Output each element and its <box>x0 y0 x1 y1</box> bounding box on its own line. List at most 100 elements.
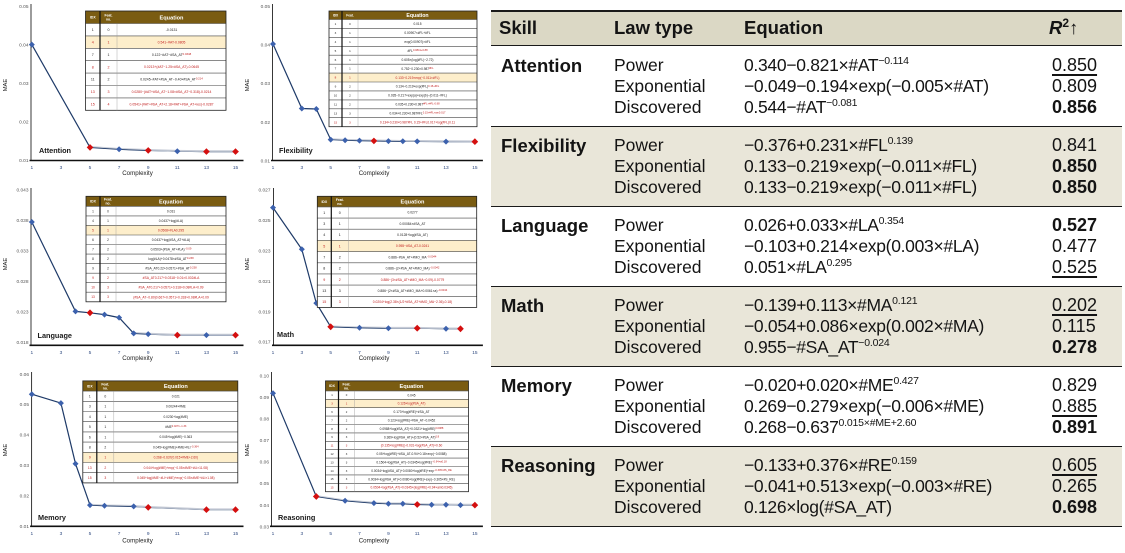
svg-text:1: 1 <box>89 395 91 399</box>
svg-text:#SA_AT0.22+0.0571+#SA_AT0.238: #SA_AT0.22+0.0571+#SA_AT0.238 <box>145 266 197 271</box>
svg-text:0.03: 0.03 <box>261 81 271 87</box>
svg-text:0: 0 <box>349 22 351 26</box>
svg-text:Complexity: Complexity <box>122 355 154 362</box>
svg-text:11: 11 <box>415 165 420 171</box>
svg-text:Feat.: Feat. <box>105 14 113 18</box>
svg-text:1: 1 <box>107 219 109 223</box>
svg-text:0.023: 0.023 <box>16 310 28 316</box>
svg-text:0.04: 0.04 <box>20 433 30 439</box>
svg-text:9: 9 <box>387 531 390 537</box>
svg-text:2: 2 <box>346 427 348 431</box>
svg-text:2: 2 <box>339 256 341 260</box>
svg-text:1: 1 <box>272 350 275 356</box>
svg-text:Equation: Equation <box>160 15 185 21</box>
svg-text:0.03: 0.03 <box>19 81 29 87</box>
svg-text:13: 13 <box>330 460 334 464</box>
svg-text:15: 15 <box>472 165 478 171</box>
svg-text:MAE: MAE <box>245 79 251 92</box>
svg-text:Feat.: Feat. <box>101 382 109 386</box>
svg-text:0.06: 0.06 <box>260 460 270 466</box>
svg-text:0.886−(3×#SA_AT+#MO_MA−0.09)-0: 0.886−(3×#SA_AT+#MO_MA−0.09)-0.0779 <box>381 278 445 282</box>
svg-text:1: 1 <box>349 49 351 53</box>
svg-text:1: 1 <box>323 211 325 215</box>
svg-text:0.133−0.219×exp(−0.011×#FL): 0.133−0.219×exp(−0.011×#FL) <box>396 76 440 80</box>
svg-text:0.01: 0.01 <box>261 159 271 165</box>
svg-text:5: 5 <box>89 425 91 429</box>
svg-text:0.134−0.219×exp(#FL)0.15+#FL: 0.134−0.219×exp(#FL)0.15+#FL <box>396 84 440 89</box>
svg-text:#SA_AT0.217+0.0318−0.01×0.002#: #SA_AT0.217+0.0318−0.01×0.002#LA <box>143 276 200 280</box>
svg-text:no.: no. <box>103 386 108 390</box>
svg-text:7: 7 <box>358 350 361 356</box>
svg-text:5: 5 <box>323 244 325 248</box>
svg-text:1: 1 <box>30 165 33 171</box>
svg-text:2: 2 <box>108 78 110 82</box>
svg-text:10: 10 <box>91 286 95 290</box>
svg-text:0.00907×#FL+#FL: 0.00907×#FL+#FL <box>404 31 430 35</box>
svg-text:6: 6 <box>92 238 94 242</box>
svg-text:7: 7 <box>323 256 325 260</box>
svg-text:0.0280−(#AT+#SA_AT−1.08×#SA_AT: 0.0280−(#AT+#SA_AT−1.08×#SA_AT−0.318)-0.… <box>132 90 212 94</box>
svg-text:13: 13 <box>91 90 95 94</box>
svg-text:2: 2 <box>349 103 351 107</box>
svg-text:no.: no. <box>105 202 110 206</box>
svg-text:3: 3 <box>346 460 348 464</box>
svg-text:3: 3 <box>300 350 303 356</box>
svg-text:0.035+0.230×0.987#FL+#FL-0.98: 0.035+0.230×0.987#FL+#FL-0.98 <box>395 102 440 107</box>
svg-text:13: 13 <box>204 531 210 537</box>
svg-text:15: 15 <box>330 477 334 481</box>
svg-text:13: 13 <box>322 289 326 293</box>
svg-text:MAE: MAE <box>3 258 9 271</box>
svg-text:0.021: 0.021 <box>172 394 180 398</box>
svg-text:9: 9 <box>387 350 390 356</box>
svg-text:0.0437+log(#LA): 0.0437+log(#LA) <box>159 219 183 223</box>
svg-text:3: 3 <box>60 165 63 171</box>
svg-text:2: 2 <box>104 466 106 470</box>
svg-text:1: 1 <box>346 402 348 406</box>
svg-text:1: 1 <box>107 228 109 232</box>
svg-text:Math: Math <box>277 330 294 339</box>
svg-text:Equation: Equation <box>401 200 426 206</box>
svg-text:3: 3 <box>300 165 303 171</box>
svg-text:log(#LA)+0.0478×#SA_AT0.238: log(#LA)+0.0478×#SA_AT0.238 <box>148 256 194 261</box>
svg-text:15: 15 <box>472 350 478 356</box>
svg-text:3: 3 <box>89 405 91 409</box>
svg-text:9: 9 <box>335 85 337 89</box>
svg-text:Complexity: Complexity <box>122 170 154 177</box>
svg-text:13: 13 <box>443 165 449 171</box>
svg-text:MAE: MAE <box>245 258 251 271</box>
svg-text:Memory: Memory <box>38 513 67 522</box>
svg-text:2: 2 <box>349 85 351 89</box>
svg-text:9: 9 <box>92 267 94 271</box>
svg-text:0.0128+log(#SA_AT): 0.0128+log(#SA_AT) <box>397 233 428 237</box>
svg-text:5: 5 <box>335 49 337 53</box>
svg-text:IDX: IDX <box>321 200 327 204</box>
svg-text:1: 1 <box>30 531 33 537</box>
svg-text:0.04: 0.04 <box>261 43 271 49</box>
svg-text:1: 1 <box>331 393 333 397</box>
svg-text:0.03: 0.03 <box>20 463 30 469</box>
svg-text:8: 8 <box>331 427 333 431</box>
svg-text:0: 0 <box>104 395 106 399</box>
svg-text:Equation: Equation <box>164 384 189 390</box>
svg-text:15: 15 <box>91 103 95 107</box>
svg-text:1: 1 <box>349 76 351 80</box>
svg-text:1: 1 <box>339 233 341 237</box>
svg-text:0.09: 0.09 <box>260 395 270 401</box>
svg-text:Feat.: Feat. <box>346 14 354 18</box>
svg-text:2: 2 <box>346 418 348 422</box>
svg-text:Complexity: Complexity <box>359 170 391 177</box>
svg-text:5: 5 <box>89 350 92 356</box>
svg-text:0.0277: 0.0277 <box>407 211 417 215</box>
svg-text:0.035−0.217×exp(a)×exp(b)−(0.0: 0.035−0.217×exp(a)×exp(b)−(0.011−#FL) <box>388 94 447 98</box>
svg-text:IDX: IDX <box>87 384 93 388</box>
svg-text:0.043: 0.043 <box>16 188 28 194</box>
svg-text:Feat.: Feat. <box>336 198 344 202</box>
svg-text:MAE: MAE <box>3 444 9 457</box>
svg-text:2: 2 <box>349 94 351 98</box>
svg-text:0.045+log(#ME−#LI+#ME)+exp(−0.: 0.045+log(#ME−#LI+#ME)+exp(−0.05×#ME+#LI… <box>137 476 214 480</box>
svg-text:IDX: IDX <box>90 200 96 204</box>
svg-text:0.025: 0.025 <box>258 218 270 224</box>
svg-text:3: 3 <box>323 222 325 226</box>
svg-text:3: 3 <box>107 286 109 290</box>
svg-text:exp(0.00907)×#FL: exp(0.00907)×#FL <box>404 40 430 44</box>
